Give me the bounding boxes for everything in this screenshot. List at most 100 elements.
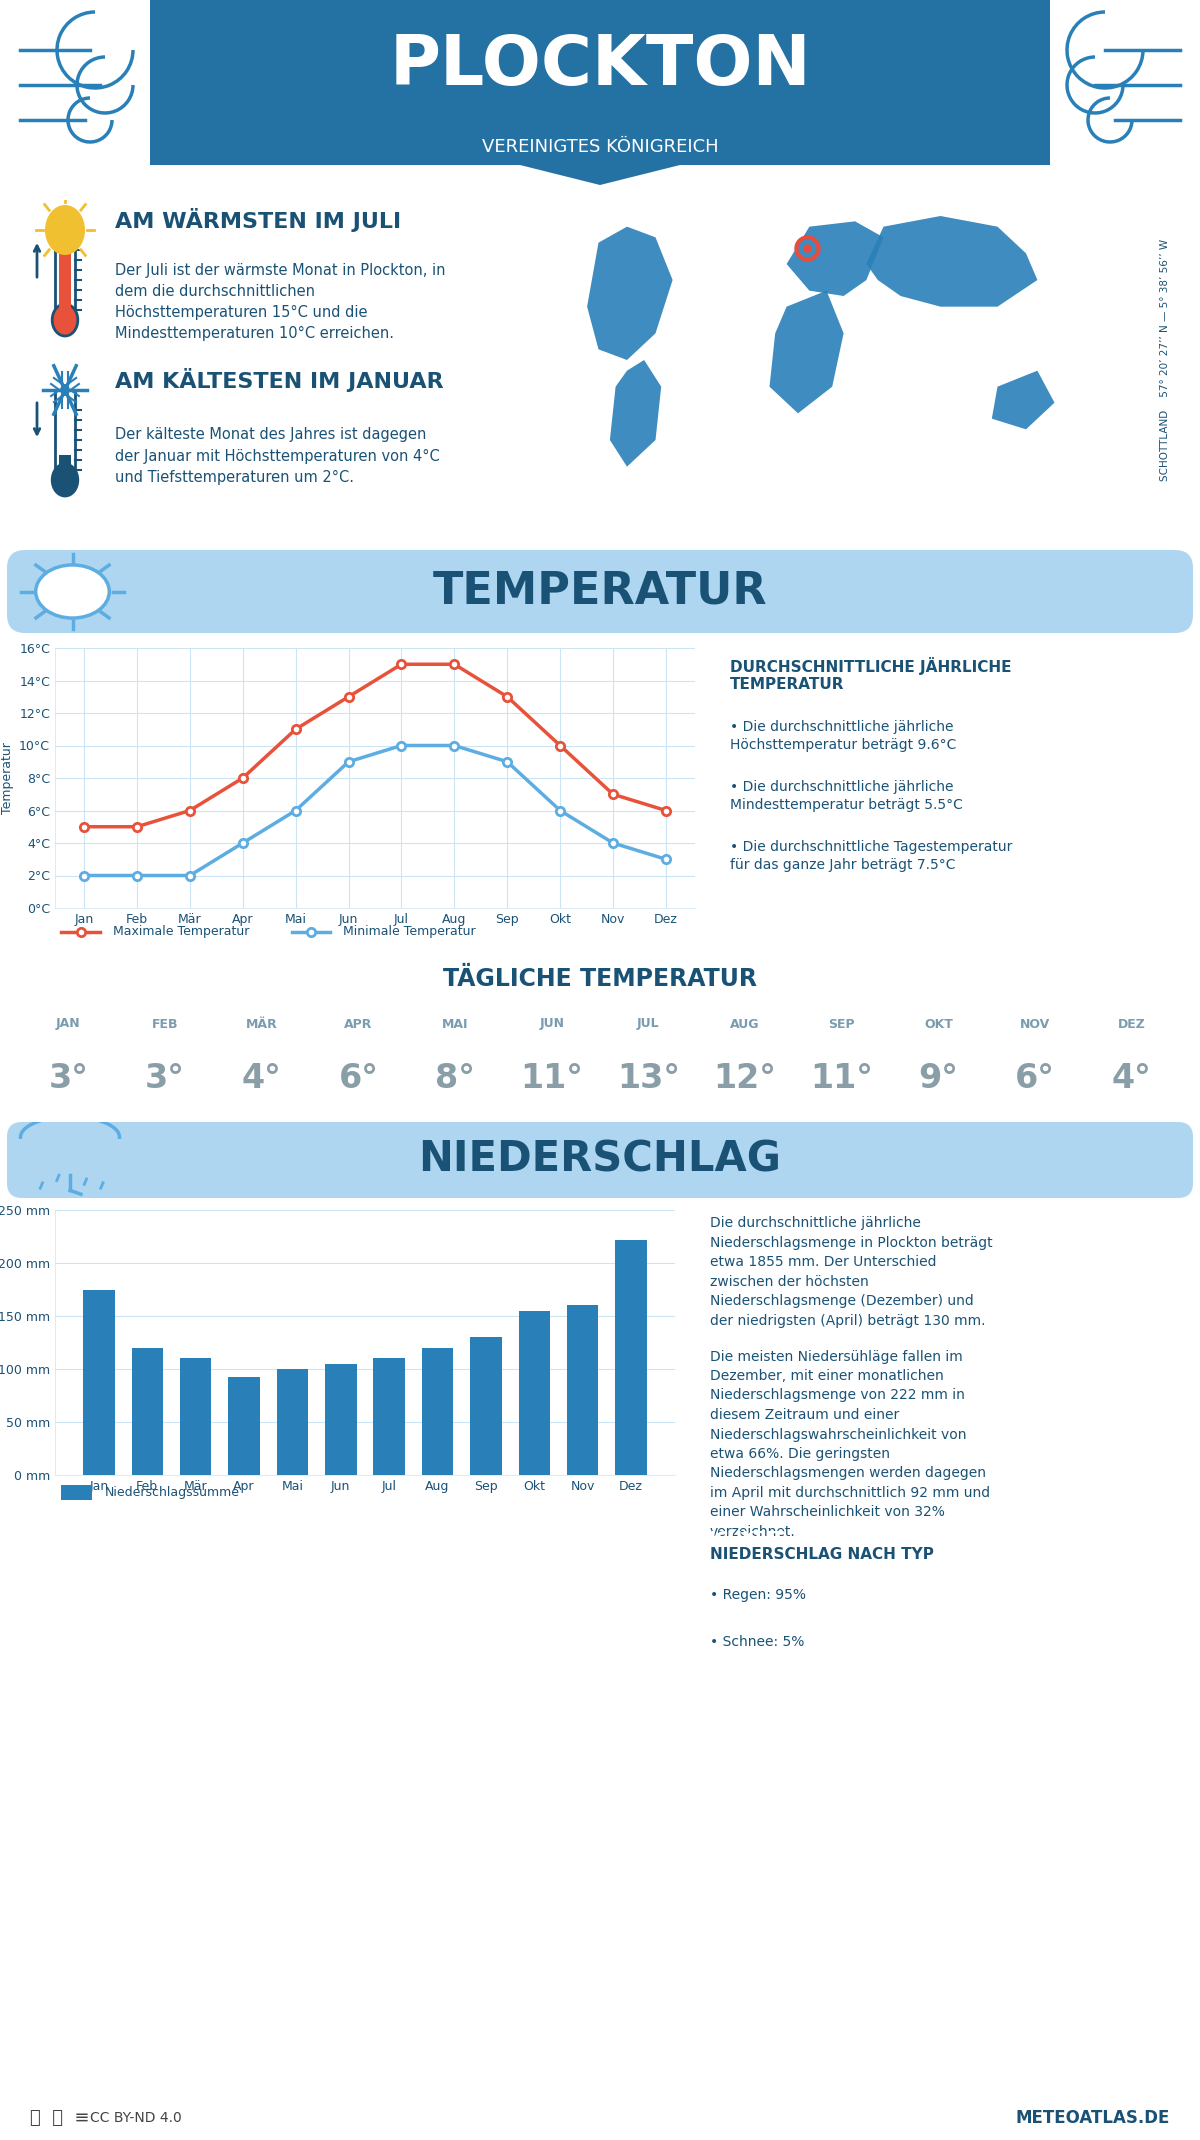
Text: 51%: 51% xyxy=(625,1577,672,1596)
Text: CC BY-ND 4.0: CC BY-ND 4.0 xyxy=(90,2110,181,2125)
Text: Die meisten Niedersühläge fallen im
Dezember, mit einer monatlichen
Niederschlag: Die meisten Niedersühläge fallen im Deze… xyxy=(710,1350,990,1539)
Bar xyxy=(61,1485,92,1500)
Text: AUG: AUG xyxy=(731,1614,760,1626)
Text: • Schnee: 5%: • Schnee: 5% xyxy=(710,1635,804,1650)
Text: Die durchschnittliche jährliche
Niederschlagsmenge in Plockton beträgt
etwa 1855: Die durchschnittliche jährliche Niedersc… xyxy=(710,1216,992,1327)
Text: 51%: 51% xyxy=(721,1577,768,1596)
Text: 54%: 54% xyxy=(818,1577,865,1596)
Circle shape xyxy=(60,383,70,396)
Text: VEREINIGTES KÖNIGREICH: VEREINIGTES KÖNIGREICH xyxy=(481,137,719,156)
Text: FEB: FEB xyxy=(151,1016,179,1031)
Text: DEZ: DEZ xyxy=(1118,1614,1145,1626)
Bar xyxy=(566,1305,599,1474)
Bar xyxy=(59,244,72,321)
Polygon shape xyxy=(587,227,673,360)
Text: Der Juli ist der wärmste Monat in Plockton, in
dem die durchschnittlichen
Höchst: Der Juli ist der wärmste Monat in Plockt… xyxy=(115,263,445,340)
Text: 6°: 6° xyxy=(338,1061,378,1096)
Bar xyxy=(132,1348,163,1474)
Text: NOV: NOV xyxy=(1021,1614,1049,1626)
Text: OKT: OKT xyxy=(925,1614,952,1626)
Circle shape xyxy=(46,205,85,255)
Polygon shape xyxy=(150,0,1050,184)
Text: 3°: 3° xyxy=(145,1061,185,1096)
Text: 9°: 9° xyxy=(918,1061,959,1096)
Circle shape xyxy=(53,464,78,496)
Bar xyxy=(325,1363,356,1474)
Text: MÄR: MÄR xyxy=(246,1016,277,1031)
Text: FEB: FEB xyxy=(152,1614,178,1626)
Text: DEZ: DEZ xyxy=(1117,1016,1146,1031)
Text: TÄGLICHE TEMPERATUR: TÄGLICHE TEMPERATUR xyxy=(443,967,757,991)
Text: Ⓒ  ⓘ  ≡: Ⓒ ⓘ ≡ xyxy=(30,2110,90,2127)
Text: 6°: 6° xyxy=(1015,1061,1055,1096)
Text: DURCHSCHNITTLICHE JÄHRLICHE
TEMPERATUR: DURCHSCHNITTLICHE JÄHRLICHE TEMPERATUR xyxy=(730,657,1012,693)
Text: APR: APR xyxy=(344,1614,372,1626)
Text: 4°: 4° xyxy=(1111,1061,1152,1096)
FancyBboxPatch shape xyxy=(7,550,1193,633)
Text: JAN: JAN xyxy=(56,1614,80,1626)
Text: 66%: 66% xyxy=(1109,1577,1156,1596)
Text: TEMPERATUR: TEMPERATUR xyxy=(433,569,767,612)
Text: 52%: 52% xyxy=(1012,1577,1058,1596)
Text: 42%: 42% xyxy=(528,1577,575,1596)
Circle shape xyxy=(36,565,109,618)
Bar xyxy=(228,1378,259,1474)
Polygon shape xyxy=(610,360,661,467)
Text: PLOCKTON: PLOCKTON xyxy=(389,32,811,98)
Text: JUL: JUL xyxy=(637,1614,659,1626)
Bar xyxy=(59,456,72,479)
Text: SEP: SEP xyxy=(829,1614,854,1626)
Text: • Die durchschnittliche Tagestemperatur
für das ganze Jahr beträgt 7.5°C: • Die durchschnittliche Tagestemperatur … xyxy=(730,841,1013,873)
Text: MÄR: MÄR xyxy=(247,1614,277,1626)
Bar xyxy=(55,229,74,321)
Bar xyxy=(616,1239,647,1474)
Bar xyxy=(422,1348,454,1474)
Text: 4°: 4° xyxy=(241,1061,282,1096)
Polygon shape xyxy=(866,216,1038,306)
Text: NIEDERSCHLAGSWAHRSCHEINLICHKEIT: NIEDERSCHLAGSWAHRSCHEINLICHKEIT xyxy=(416,1530,784,1547)
Text: Niederschlagssumme: Niederschlagssumme xyxy=(104,1485,240,1498)
Text: 12°: 12° xyxy=(714,1061,776,1096)
Text: AUG: AUG xyxy=(731,1016,760,1031)
Text: NIEDERSCHLAG NACH TYP: NIEDERSCHLAG NACH TYP xyxy=(710,1547,934,1562)
Text: 39%: 39% xyxy=(432,1577,479,1596)
Text: AM KÄLTESTEN IM JANUAR: AM KÄLTESTEN IM JANUAR xyxy=(115,368,444,392)
Text: AM WÄRMSTEN IM JULI: AM WÄRMSTEN IM JULI xyxy=(115,208,401,231)
Text: SEP: SEP xyxy=(828,1016,854,1031)
Text: Der kälteste Monat des Jahres ist dagegen
der Januar mit Höchsttemperaturen von : Der kälteste Monat des Jahres ist dagege… xyxy=(115,428,439,484)
Text: JUN: JUN xyxy=(540,1614,564,1626)
Polygon shape xyxy=(991,370,1055,430)
Bar xyxy=(83,1290,115,1474)
Text: METEOATLAS.DE: METEOATLAS.DE xyxy=(1015,2110,1170,2127)
Text: 3°: 3° xyxy=(48,1061,89,1096)
Bar xyxy=(55,389,74,479)
Bar xyxy=(470,1338,502,1474)
Y-axis label: Temperatur: Temperatur xyxy=(0,743,13,813)
Text: • Regen: 95%: • Regen: 95% xyxy=(710,1588,806,1601)
Text: JAN: JAN xyxy=(56,1016,80,1031)
Text: 57%: 57% xyxy=(46,1577,91,1596)
Text: 11°: 11° xyxy=(521,1061,583,1096)
Circle shape xyxy=(53,304,78,336)
Bar xyxy=(277,1370,308,1474)
Text: 8°: 8° xyxy=(436,1061,475,1096)
Text: JUN: JUN xyxy=(539,1016,564,1031)
Text: 53%: 53% xyxy=(916,1577,961,1596)
Text: 11°: 11° xyxy=(810,1061,874,1096)
Text: MAI: MAI xyxy=(442,1016,468,1031)
Text: Maximale Temperatur: Maximale Temperatur xyxy=(113,924,248,939)
Bar xyxy=(180,1359,211,1474)
Polygon shape xyxy=(769,291,844,413)
Text: MAI: MAI xyxy=(443,1614,468,1626)
Polygon shape xyxy=(787,220,883,295)
Text: 13°: 13° xyxy=(617,1061,680,1096)
Bar xyxy=(518,1310,550,1474)
Text: NOV: NOV xyxy=(1020,1016,1050,1031)
Text: APR: APR xyxy=(344,1016,372,1031)
Text: • Die durchschnittliche jährliche
Mindesttemperatur beträgt 5.5°C: • Die durchschnittliche jährliche Mindes… xyxy=(730,779,962,813)
Text: • Die durchschnittliche jährliche
Höchsttemperatur beträgt 9.6°C: • Die durchschnittliche jährliche Höchst… xyxy=(730,719,956,753)
Text: OKT: OKT xyxy=(924,1016,953,1031)
Bar xyxy=(373,1359,404,1474)
Text: 32%: 32% xyxy=(335,1577,382,1596)
Text: 55%: 55% xyxy=(142,1577,188,1596)
